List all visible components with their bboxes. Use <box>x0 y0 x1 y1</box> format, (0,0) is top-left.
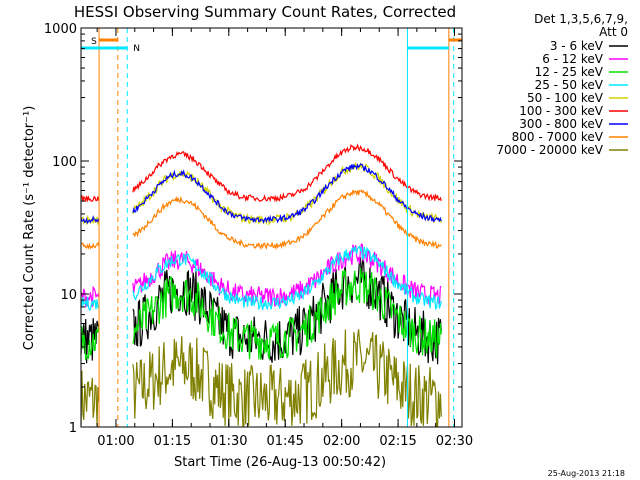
night-band-label: N <box>133 44 140 54</box>
x-tick-label: 01:15 <box>154 434 191 449</box>
legend-entry-label: 3 - 6 keV <box>550 39 604 53</box>
legend-entry-label: 12 - 25 keV <box>535 65 604 79</box>
x-tick-label: 01:00 <box>97 434 134 449</box>
orbit-markers: SN <box>81 28 462 427</box>
x-axis-label: Start Time (26-Aug-13 00:50:42) <box>174 455 386 470</box>
series-trace <box>80 241 100 250</box>
y-axis: 1 10 100 1000 <box>44 22 462 436</box>
series-trace <box>132 163 442 225</box>
legend-header: Att 0 <box>599 25 628 39</box>
y-tick-label: 100 <box>52 155 77 170</box>
chart-title: HESSI Observing Summary Count Rates, Cor… <box>74 3 456 21</box>
series-trace <box>132 162 442 226</box>
x-tick-label: 02:15 <box>379 434 416 449</box>
plot-frame <box>80 27 463 428</box>
series-trace <box>132 245 442 311</box>
legend-entry-label: 300 - 800 keV <box>519 117 603 131</box>
legend-entry-label: 25 - 50 keV <box>535 78 604 92</box>
x-tick-label: 01:45 <box>266 434 303 449</box>
x-axis: 01:00 01:15 01:30 01:45 02:00 02:15 02:30 <box>96 28 473 449</box>
legend-entry-label: 50 - 100 keV <box>527 91 604 105</box>
legend-entry-label: 6 - 12 keV <box>542 52 604 66</box>
legend-entry-label: 100 - 300 keV <box>519 104 603 118</box>
legend-entry-label: 800 - 7000 keV <box>512 130 604 144</box>
series-trace <box>80 285 100 308</box>
x-tick-label: 01:30 <box>210 434 247 449</box>
series-trace <box>80 370 100 426</box>
series-trace <box>132 329 442 427</box>
series-trace <box>80 215 100 225</box>
legend-header: Det 1,3,5,6,7,9, <box>534 12 628 26</box>
y-tick-label: 1 <box>69 421 77 436</box>
y-axis-label: Corrected Count Rate (s⁻¹ detector⁻¹) <box>22 106 37 351</box>
plot-traces <box>80 143 442 427</box>
legend-entry-label: 7000 - 20000 keV <box>496 143 603 157</box>
series-trace <box>132 256 442 365</box>
x-tick-label: 02:00 <box>323 434 360 449</box>
saa-band-label: S <box>91 37 97 47</box>
series-trace <box>80 296 100 312</box>
series-trace <box>132 143 442 203</box>
y-tick-label: 10 <box>60 288 77 303</box>
series-trace <box>80 194 100 203</box>
series-trace <box>132 243 442 308</box>
series-trace <box>132 267 442 360</box>
timestamp-label: 25-Aug-2013 21:18 <box>548 469 625 478</box>
series-trace <box>132 189 442 251</box>
x-tick-label: 02:30 <box>436 434 473 449</box>
y-tick-label: 1000 <box>44 22 77 37</box>
